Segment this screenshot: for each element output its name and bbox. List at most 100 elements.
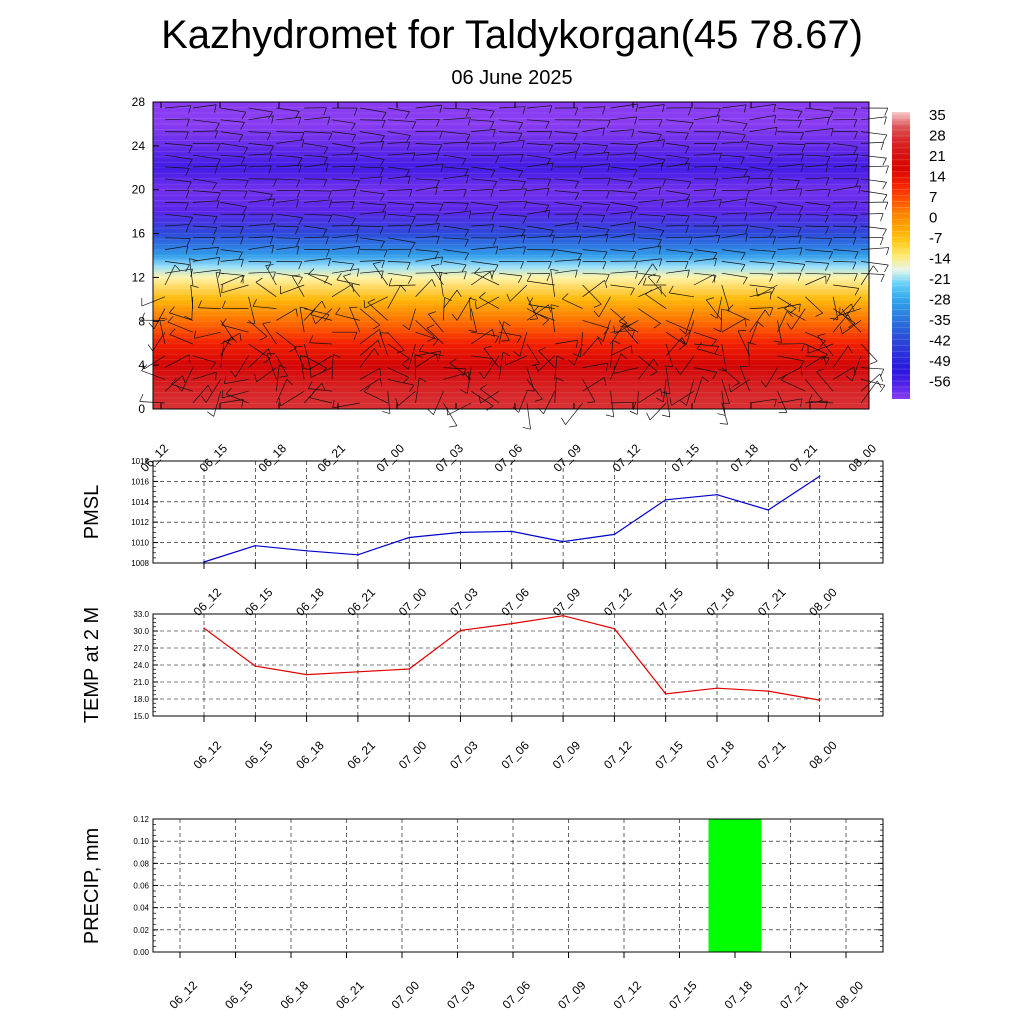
height-tick-label: 0 [138, 402, 145, 416]
wind-barb [468, 308, 477, 333]
wind-barb [164, 178, 192, 190]
wind-barb [443, 237, 469, 247]
wind-barb [471, 188, 494, 198]
wind-barb [513, 332, 528, 357]
wind-barb [662, 367, 671, 395]
wind-barb [666, 249, 694, 260]
wind-barb [777, 303, 801, 312]
wind-barb [833, 185, 861, 194]
wind-barb [638, 104, 665, 113]
wind-barb [777, 202, 804, 214]
x-tick-label: 07_00 [389, 978, 423, 1012]
wind-barb [618, 316, 639, 333]
series-point [254, 544, 257, 547]
wind-barb [415, 104, 443, 113]
wind-barb [833, 213, 858, 223]
wind-barb [221, 300, 249, 309]
wind-barb [483, 345, 500, 368]
wind-barb [359, 166, 384, 176]
wind-barb [498, 351, 511, 380]
y-tick-label: 0.00 [133, 948, 149, 957]
wind-barb [332, 189, 357, 198]
series-point [562, 540, 564, 543]
wind-barb [176, 367, 194, 392]
wind-barb [220, 275, 244, 286]
wind-barb [499, 188, 527, 197]
series-point [664, 498, 667, 501]
wind-barb [499, 213, 527, 224]
wind-barb [860, 261, 889, 273]
wind-barb [777, 188, 803, 197]
wind-barb [248, 223, 276, 232]
wind-barb [415, 272, 443, 281]
wind-barb [777, 153, 804, 162]
y-tick-label: 1018 [131, 457, 149, 466]
wind-barb [363, 296, 388, 309]
wind-barb [721, 154, 745, 165]
wind-barb [554, 222, 579, 231]
wind-barb [749, 143, 774, 154]
wind-barb [304, 213, 333, 223]
wind-barb [248, 165, 272, 174]
wind-barb [164, 154, 193, 167]
wind-barb [805, 188, 831, 197]
wind-barb [749, 202, 777, 214]
wind-barb [415, 143, 443, 153]
wind-barb [805, 355, 830, 366]
wind-barb [805, 107, 834, 119]
x-tick-label: 07_18 [722, 978, 756, 1012]
wind-barb [248, 213, 274, 222]
wind-barb [248, 143, 274, 154]
wind-barb [721, 198, 748, 207]
wind-barb [276, 107, 300, 119]
wind-barb [805, 275, 827, 286]
wind-barb [749, 154, 773, 166]
wind-barb [387, 237, 416, 250]
wind-barb [415, 178, 440, 188]
wind-barb [164, 245, 189, 254]
wind-barb [506, 284, 528, 302]
wind-barb [833, 249, 859, 259]
wind-barb [777, 235, 802, 244]
wind-barb [415, 213, 440, 223]
wind-barb [443, 261, 467, 272]
wind-barb [167, 316, 193, 333]
wind-barb [276, 272, 303, 285]
height-axis: 0 4 8 12 16 20 24 28 [132, 95, 159, 416]
wind-barb [693, 343, 719, 354]
wind-barb [415, 377, 427, 404]
wind-barb [526, 272, 551, 282]
wind-barb [526, 119, 550, 129]
wind-barb [359, 211, 387, 220]
wind-barb [443, 289, 462, 309]
wind-barb [666, 236, 693, 245]
wind-barb [331, 143, 356, 155]
wind-barb [860, 213, 884, 222]
wind-barb [760, 367, 778, 388]
wind-barb [721, 119, 748, 131]
wind-barb [304, 225, 328, 237]
precip-panel: 0.00 0.02 0.04 0.06 0.08 0.10 0.12 06_12 06_15 06… [81, 815, 884, 1012]
wind-barb [582, 377, 607, 392]
wind-barb [387, 202, 415, 213]
wind-barb [582, 190, 610, 199]
wind-barb [860, 116, 887, 125]
wind-barb [749, 177, 774, 186]
wind-barb [402, 308, 416, 331]
wind-barb [629, 391, 639, 415]
x-tick-label: 07_12 [611, 978, 645, 1012]
wind-barb [526, 235, 555, 244]
wind-barb [359, 249, 388, 258]
series-point [818, 699, 821, 701]
wind-barb [638, 131, 662, 142]
wind-barb [252, 299, 277, 309]
wind-barb [526, 379, 543, 402]
wind-barb [304, 199, 332, 208]
time-tick-label: 07_21 [787, 441, 821, 475]
wind-barb [428, 311, 444, 333]
wind-barb [693, 131, 721, 140]
wind-barb [807, 343, 834, 354]
wind-barb [291, 274, 305, 297]
colorbar-label: -28 [929, 292, 951, 309]
